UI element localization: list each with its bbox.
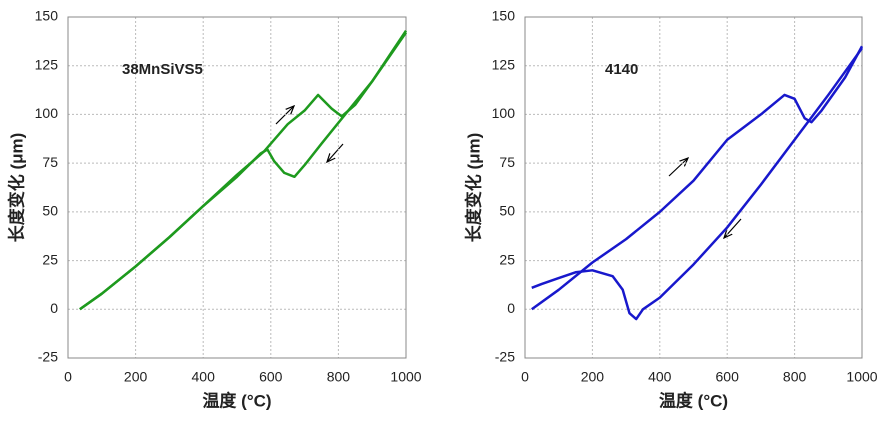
x-tick-label: 0	[64, 369, 72, 385]
annotation: 38MnSiVS5	[122, 61, 203, 78]
x-tick-label: 600	[716, 369, 740, 385]
y-tick-label: 50	[499, 203, 515, 219]
y-axis-label: 长度变化 (μm)	[6, 133, 26, 243]
x-tick-label: 1000	[846, 369, 877, 385]
x-tick-label: 400	[648, 369, 672, 385]
y-tick-label: 150	[35, 8, 59, 24]
y-tick-label: -25	[38, 349, 58, 365]
data-line	[531, 47, 864, 321]
y-tick-label: 125	[35, 56, 59, 72]
y-tick-label: 150	[492, 8, 516, 24]
y-tick-label: 125	[492, 56, 516, 72]
x-tick-label: 0	[521, 369, 529, 385]
y-tick-label: 0	[507, 300, 515, 316]
y-tick-label: 25	[42, 251, 58, 267]
y-tick-label: 100	[35, 105, 59, 121]
y-tick-label: -25	[495, 349, 515, 365]
y-tick-label: 75	[499, 154, 515, 170]
x-tick-label: 800	[783, 369, 807, 385]
data-line	[79, 31, 408, 311]
y-axis-label: 长度变化 (μm)	[463, 133, 483, 243]
x-tick-label: 800	[327, 369, 351, 385]
y-tick-label: 100	[492, 105, 516, 121]
arrow-up	[275, 106, 294, 125]
y-tick-label: 75	[42, 154, 58, 170]
y-tick-label: 50	[42, 203, 58, 219]
y-tick-label: 0	[50, 300, 58, 316]
y-tick-label: 25	[499, 251, 515, 267]
x-axis-label: 温度 (°C)	[202, 390, 271, 410]
plot-frame	[524, 16, 863, 359]
plot-frame	[67, 16, 407, 359]
x-tick-label: 200	[124, 369, 148, 385]
arrow-down	[327, 143, 344, 162]
x-tick-label: 400	[192, 369, 216, 385]
arrow-up	[668, 158, 688, 177]
x-tick-label: 200	[581, 369, 605, 385]
x-tick-label: 1000	[390, 369, 421, 385]
data-line	[531, 45, 864, 311]
annotation: 4140	[605, 61, 638, 78]
x-tick-label: 600	[259, 369, 283, 385]
x-axis-label: 温度 (°C)	[659, 390, 728, 410]
